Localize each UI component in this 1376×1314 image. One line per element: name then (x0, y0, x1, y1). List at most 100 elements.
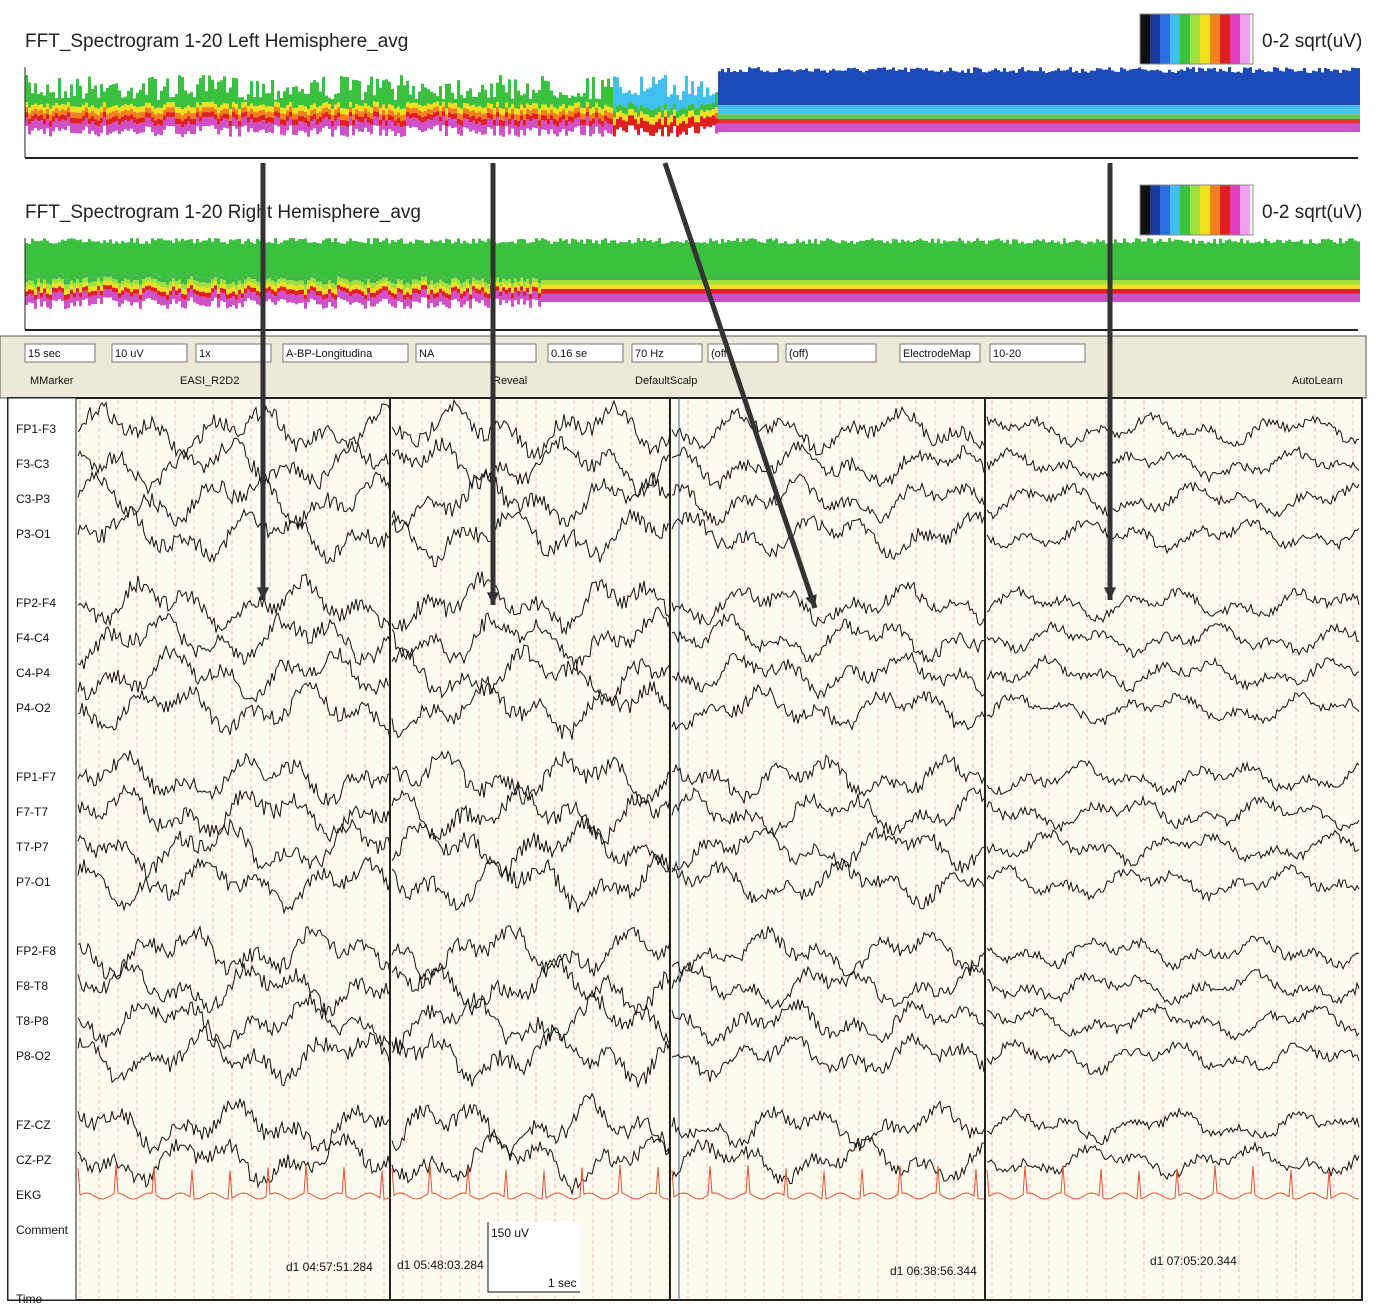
spectrogram-cell (220, 283, 223, 288)
spectrogram-cell (1165, 123, 1168, 132)
spectrogram-cell (31, 290, 34, 295)
spectrogram-cell (1003, 280, 1006, 285)
spectrogram-cell (928, 275, 931, 280)
spectrogram-cell (1087, 241, 1090, 276)
spectrogram-cell (847, 109, 850, 115)
spectrogram-cell (631, 289, 634, 294)
spectrogram-cell (76, 112, 79, 119)
spectrogram-cell (136, 284, 139, 290)
spectrogram-cell (589, 98, 592, 109)
spectrogram-cell (544, 120, 547, 131)
spectrogram-cell (1000, 284, 1003, 289)
spectrogram-cell (193, 107, 196, 114)
spectrogram-cell (850, 289, 853, 294)
spectrogram-cell (844, 284, 847, 289)
spectrogram-cell (1006, 71, 1009, 106)
spectrogram-cell (130, 87, 133, 104)
spectrogram-cell (217, 107, 220, 114)
spectrogram-cell (556, 126, 559, 137)
spectrogram-cell (1135, 123, 1138, 132)
spectrogram-cell (1090, 280, 1093, 285)
spectrogram-cell (277, 90, 280, 103)
spectrogram-cell (781, 284, 784, 289)
spectrogram-cell (409, 118, 412, 128)
spectrogram-cell (943, 280, 946, 285)
spectrogram-cell (871, 293, 874, 302)
spectrogram-cell (937, 293, 940, 302)
spectrogram-cell (823, 114, 826, 119)
spectrogram-cell (847, 118, 850, 124)
spectrogram-cell (232, 107, 235, 113)
spectrogram-cell (310, 110, 313, 116)
spectrogram-cell (880, 118, 883, 124)
spectrogram-cell (1087, 105, 1090, 110)
spectrogram-cell (1243, 105, 1246, 110)
spectrogram-cell (535, 287, 538, 292)
spectrogram-cell (1273, 105, 1276, 110)
spectrogram-cell (790, 289, 793, 294)
spectrogram-cell (1213, 238, 1216, 276)
spectrogram-cell (454, 273, 457, 278)
spectrogram-cell (865, 123, 868, 132)
spectrogram-cell (643, 280, 646, 285)
spectrogram-cell (160, 277, 163, 283)
spectrogram-cell (1009, 284, 1012, 289)
spectrogram-cell (55, 118, 58, 128)
spectrogram-cell (1261, 109, 1264, 115)
spectrogram-cell (874, 109, 877, 115)
spectrogram-cell (829, 239, 832, 276)
spectrogram-cell (565, 95, 568, 109)
spectrogram-cell (1021, 123, 1024, 132)
spectrogram-cell (976, 118, 979, 124)
spectrogram-cell (1153, 114, 1156, 119)
spectrogram-cell (25, 296, 28, 305)
spectrogram-cell (385, 79, 388, 109)
spectrogram-cell (1177, 118, 1180, 124)
spectrogram-cell (352, 289, 355, 295)
spectrogram-cell (502, 242, 505, 275)
spectrogram-cell (772, 293, 775, 302)
spectrogram-cell (1186, 118, 1189, 124)
spectrogram-cell (673, 284, 676, 289)
spectrogram-cell (283, 274, 286, 279)
spectrogram-cell (1285, 109, 1288, 115)
spectrogram-cell (1207, 114, 1210, 119)
spectrogram-cell (1219, 68, 1222, 106)
spectrogram-cell (544, 275, 547, 280)
spectrogram-cell (619, 86, 622, 105)
spectrogram-cell (244, 292, 247, 302)
spectrogram-cell (829, 109, 832, 115)
spectrogram-cell (637, 95, 640, 110)
spectrogram-cell (52, 121, 55, 132)
spectrogram-cell (814, 114, 817, 119)
spectrogram-cell (1108, 109, 1111, 115)
spectrogram-cell (331, 297, 334, 307)
spectrogram-cell (373, 111, 376, 117)
spectrogram-cell (1219, 238, 1222, 276)
spectrogram-cell (658, 112, 661, 119)
spectrogram-cell (985, 243, 988, 276)
spectrogram-cell (928, 289, 931, 294)
spectrogram-cell (829, 289, 832, 294)
spectrogram-cell (1003, 123, 1006, 132)
spectrogram-cell (235, 279, 238, 285)
spectrogram-cell (484, 89, 487, 108)
spectrogram-cell (475, 118, 478, 125)
spectrogram-cell (238, 108, 241, 115)
spectrogram-cell (973, 118, 976, 124)
spectrogram-cell (1060, 118, 1063, 124)
spectrogram-cell (1174, 284, 1177, 289)
spectrogram-cell (199, 296, 202, 306)
spectrogram-cell (814, 284, 817, 289)
spectrogram-cell (268, 286, 271, 291)
spectrogram-cell (1102, 275, 1105, 280)
spectrogram-cell (1117, 109, 1120, 115)
spectrogram-cell (214, 119, 217, 129)
spectrogram-cell (502, 282, 505, 288)
spectrogram-cell (1174, 123, 1177, 132)
spectrogram-cell (358, 241, 361, 277)
spectrogram-cell (715, 118, 718, 124)
spectrogram-cell (883, 289, 886, 294)
spectrogram-cell (1339, 114, 1342, 119)
spectrogram-cell (487, 279, 490, 285)
